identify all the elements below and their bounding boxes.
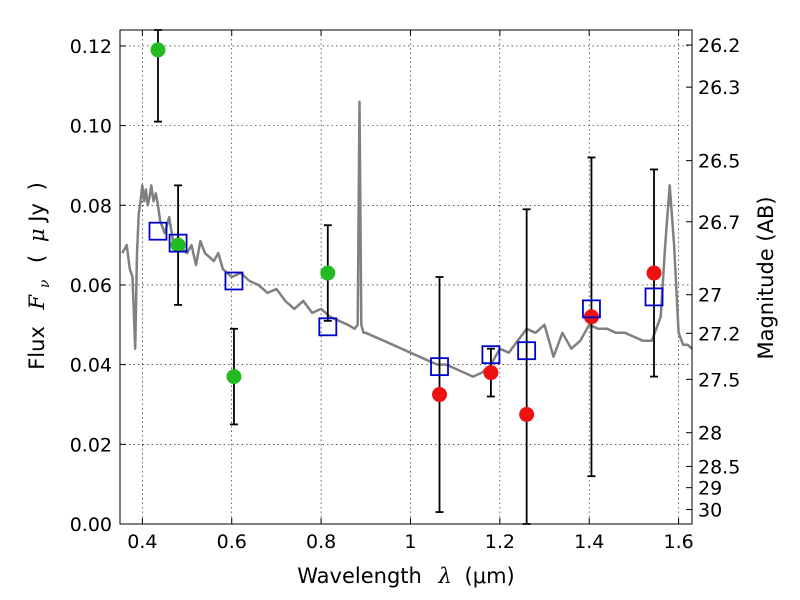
y2-tick-label: 28.5 [698,456,740,478]
model-photometry-square [224,271,244,291]
model-photometry-square [430,357,449,377]
data-point-circle [483,365,499,381]
axis-ticks: 0.4 0.6 0.8 1 1.2 1.4 1.6 0.00 0.02 0.04 0.06 0.08 0… [70,30,740,553]
model-photometry-square [644,287,664,307]
model-spectrum-line [121,100,693,378]
y-axis-label-paren-close: ) [25,182,49,190]
plot-frame [119,29,693,525]
x-axis-label-prefix: Wavelength [297,564,422,588]
y2-tick-label: 26.7 [698,212,740,234]
y-axis-label-unit: Jy [25,203,49,224]
y2-tick-label: 27 [698,285,722,307]
data-point-circle [320,265,336,281]
x-tick-label: 0.4 [127,531,157,553]
data-point-circle [432,387,448,403]
model-photometry-square [318,317,338,337]
y-axis-label-mu: μ [25,228,49,242]
model-photometry-square [148,221,168,241]
x-axis-label: Wavelength λ (μm) [297,564,514,588]
x-tick-label: 0.6 [217,531,247,553]
y-tick-label: 0.12 [70,36,112,58]
data-point-circle [150,42,166,58]
y2-tick-label: 26.2 [698,35,740,57]
x-tick-label: 1 [404,531,416,553]
y2-tick-label: 30 [698,500,722,522]
y2-tick-label: 26.3 [698,77,740,99]
y2-tick-label: 27.2 [698,323,740,345]
model-spectrum [121,100,693,378]
y2-tick-label: 29 [698,478,722,500]
y2-tick-label: 27.5 [698,369,740,391]
x-tick-label: 1.6 [663,531,693,553]
data-point-circle [170,237,186,253]
y-axis-label-paren-open: ( [25,255,49,263]
y-axis-label: Flux F ν ( μ Jy ) [25,182,54,370]
y-tick-label: 0.04 [70,355,112,377]
x-tick-label: 0.8 [306,531,336,553]
y-tick-label: 0.06 [70,275,112,297]
x-axis-label-symbol: λ [438,564,452,588]
y-axis-label-symbol-sub: ν [37,279,53,288]
x-axis-label-unit: (μm) [465,564,515,588]
data-point-circle [646,265,662,281]
y2-axis-label: Magnitude (AB) [754,196,778,359]
model-photometry-square [517,341,537,361]
y-tick-label: 0.10 [70,116,112,138]
model-photometry-square [481,345,501,365]
data-point-circle [519,406,535,422]
data-point-circle [226,369,242,385]
y2-tick-label: 28 [698,423,722,445]
x-tick-label: 1.4 [574,531,604,553]
model-photometry-square [168,233,188,253]
x-tick-label: 1.2 [485,531,515,553]
y-tick-label: 0.00 [70,514,112,536]
y-axis-label-prefix: Flux [25,326,49,370]
model-photometry-square [582,299,601,319]
data-markers [148,42,664,422]
y-tick-label: 0.02 [70,434,112,456]
y-axis-label-symbol: F [25,293,49,310]
y-tick-label: 0.08 [70,195,112,217]
y2-tick-label: 26.5 [698,151,740,173]
